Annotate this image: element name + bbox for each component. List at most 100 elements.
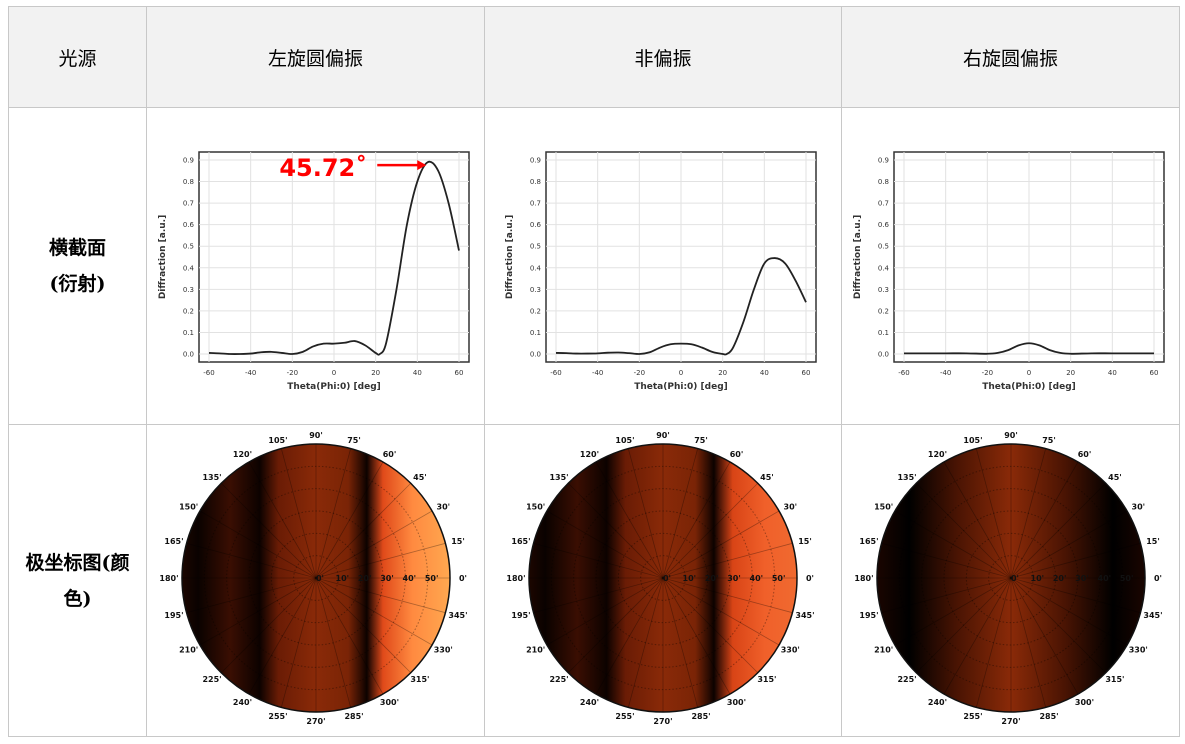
angle-label: 165' [511, 537, 530, 546]
annotation-label: 45.72˚ [279, 154, 367, 182]
radial-grid-circle [943, 510, 1078, 646]
radial-label: 30' [727, 574, 741, 583]
y-axis-label: Diffraction [a.u.] [158, 215, 168, 299]
y-tick-label: 0.7 [182, 200, 193, 208]
y-tick-label: 0.7 [530, 200, 541, 208]
angle-label: 285' [344, 712, 363, 721]
row-label-text: 极坐标图(颜 [25, 551, 130, 574]
radial-label: 10' [335, 574, 349, 583]
angular-grid-line [662, 577, 731, 695]
angular-grid-line [315, 482, 411, 579]
angle-label: 240' [927, 698, 946, 707]
angle-label: 90' [1004, 431, 1018, 440]
y-tick-label: 0.9 [877, 157, 888, 165]
x-tick-label: 20 [371, 369, 380, 377]
line-chart-rcp: -60 -40 -20 0 20 40 60 0.0 0.1 0.2 0.3 0.4 0.5 0.6 0.7… [853, 151, 1165, 392]
y-tick-label: 0.3 [530, 286, 541, 294]
angle-label: 60' [1077, 450, 1091, 459]
angle-label: 105' [268, 436, 287, 445]
angular-grid-line [199, 577, 316, 646]
radial-grid-circle [292, 555, 339, 601]
angle-label: 15' [451, 537, 465, 546]
x-tick-label: 40 [760, 369, 769, 377]
polar-heatmap [528, 443, 798, 713]
radial-grid-circle [987, 555, 1034, 601]
angular-grid-line [280, 448, 316, 579]
x-tick-label: 0 [1026, 369, 1030, 377]
radial-grid-circle [225, 488, 406, 668]
x-tick-label: 40 [1107, 369, 1116, 377]
angular-grid-line [1010, 482, 1106, 579]
angle-label: 45' [760, 473, 774, 482]
angle-label: 210' [179, 646, 198, 655]
x-tick-label: -20 [286, 369, 297, 377]
radial-label: 50' [1119, 574, 1133, 583]
radial-grid-circle [595, 510, 731, 646]
radial-label: 0' [315, 574, 323, 583]
angle-label: 300' [727, 698, 746, 707]
angle-label: 285' [691, 712, 710, 721]
radial-label: 10' [1030, 574, 1044, 583]
y-tick-label: 0.3 [877, 286, 888, 294]
y-tick-label: 0.2 [877, 307, 888, 315]
header-lcp: 左旋圆偏振 [146, 6, 485, 108]
angular-grid-line [1010, 577, 1127, 646]
angular-grid-line [627, 448, 664, 579]
data-line [903, 342, 1154, 355]
x-tick-label: 60 [802, 369, 811, 377]
polar-heatmap [180, 443, 451, 713]
angular-grid-line [943, 461, 1011, 579]
x-tick-label: 0 [679, 369, 683, 377]
angular-grid-line [315, 542, 446, 579]
header-rcp: 右旋圆偏振 [841, 6, 1180, 108]
y-tick-label: 0.0 [877, 351, 888, 359]
angular-grid-line [662, 461, 731, 579]
angle-label: 300' [379, 698, 398, 707]
angle-label: 345' [1143, 611, 1162, 620]
angular-grid-line [315, 577, 432, 646]
angular-grid-line [1010, 448, 1046, 579]
angular-grid-line [220, 482, 316, 579]
y-tick-label: 0.1 [877, 329, 888, 337]
header-unpolarized: 非偏振 [484, 6, 842, 108]
y-tick-label: 0.4 [182, 264, 194, 272]
angle-label: 60' [730, 450, 744, 459]
angle-label: 120' [580, 450, 599, 459]
angular-grid-line [662, 542, 793, 579]
y-tick-label: 0.5 [182, 243, 193, 251]
angular-grid-line [662, 482, 759, 579]
angular-grid-line [662, 448, 699, 579]
angle-label: 285' [1039, 712, 1058, 721]
y-tick-label: 0.6 [182, 221, 194, 229]
radial-grid-circle [640, 555, 686, 601]
line-chart-unpolarized: -60 -40 -20 0 20 40 60 0.0 0.1 0.2 0.3 0.4 0.5 0.6 0.7… [505, 151, 817, 392]
angle-label: 315' [410, 675, 429, 684]
y-tick-label: 0.5 [530, 243, 541, 251]
angle-label: 345' [448, 611, 467, 620]
y-tick-label: 0.1 [530, 329, 541, 337]
angular-grid-line [546, 577, 664, 646]
row-label-profile: 横截面 (衍射) [8, 107, 147, 425]
angular-grid-line [1010, 461, 1078, 579]
angle-label: 330' [433, 646, 452, 655]
angle-label: 45' [413, 473, 427, 482]
angle-label: 240' [580, 698, 599, 707]
angular-grid-line [315, 577, 383, 695]
angle-label: 105' [963, 436, 982, 445]
angle-label: 330' [1128, 646, 1147, 655]
angular-grid-line [1010, 577, 1106, 674]
angle-label: 75' [1042, 436, 1056, 445]
radial-label: 50' [424, 574, 438, 583]
row-label-text: 横截面 [48, 237, 106, 259]
angle-label: 195' [164, 611, 183, 620]
angle-label: 210' [874, 646, 893, 655]
radial-label: 40' [402, 574, 416, 583]
angle-label: 60' [382, 450, 396, 459]
angular-grid-line [1010, 510, 1127, 579]
angular-grid-line [315, 577, 411, 674]
header-text: 左旋圆偏振 [267, 47, 363, 70]
angle-label: 180' [159, 574, 178, 583]
radial-grid-circle [203, 465, 428, 691]
angular-grid-line [662, 577, 699, 708]
y-tick-label: 0.7 [877, 200, 888, 208]
